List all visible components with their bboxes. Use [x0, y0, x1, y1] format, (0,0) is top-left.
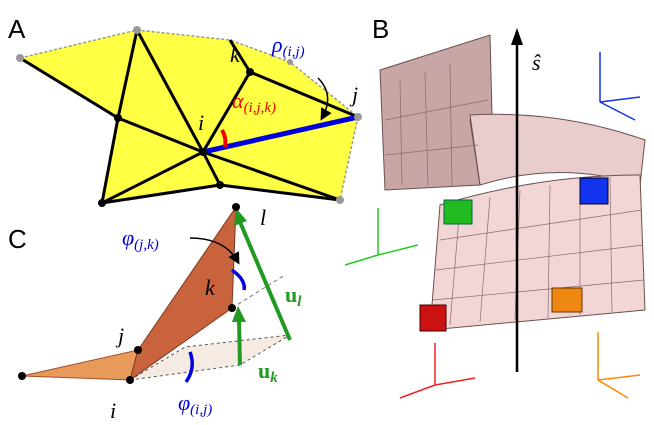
panel-label: B: [372, 14, 389, 44]
label-rho: ρ(i,j): [271, 32, 305, 60]
mesh-fill: [20, 30, 358, 203]
cell-red: [420, 305, 446, 331]
label-part: (i,j): [190, 402, 212, 418]
label-part: (i,j,k): [244, 100, 276, 116]
face-left: [22, 350, 138, 380]
label-s: ŝ: [532, 50, 541, 75]
mesh-band-bottom: [430, 175, 645, 330]
panel-c: C φ(j,k) φ(i,j) l k j i ul uk: [8, 203, 302, 423]
angle-phi-jk: [232, 270, 244, 290]
panel-a: A ρ(i,j) α(i,j,k) i j k: [8, 14, 362, 207]
label-k: k: [230, 42, 241, 67]
label-part: (j,k): [134, 237, 159, 253]
label-uk: uk: [258, 358, 278, 386]
axis-arrow: [511, 28, 523, 45]
label-ul: ul: [285, 282, 302, 310]
panel-label: A: [8, 14, 26, 44]
label-part: φ: [178, 390, 190, 415]
mesh-band-top: [470, 114, 645, 185]
label-part: l: [297, 294, 302, 310]
label-part: u: [258, 358, 270, 383]
label-i: i: [110, 398, 116, 423]
label-k: k: [205, 275, 216, 300]
cell-green: [444, 200, 472, 224]
cell-orange: [552, 288, 582, 312]
label-part: u: [285, 282, 297, 307]
mesh-wall: [380, 35, 492, 190]
label-part: ρ: [271, 32, 283, 57]
label-j: j: [349, 82, 358, 107]
label-i: i: [198, 110, 204, 135]
panel-b: B ŝ: [345, 14, 645, 398]
cell-blue: [580, 178, 608, 204]
label-phi-ij: φ(i,j): [178, 390, 212, 418]
label-part: α: [232, 88, 244, 113]
label-j: j: [115, 323, 124, 348]
panel-label: C: [8, 224, 27, 254]
label-part: (i,j): [283, 44, 305, 60]
label-phi-jk: φ(j,k): [122, 225, 159, 253]
label-part: φ: [122, 225, 134, 250]
label-l: l: [260, 205, 266, 230]
figure: A ρ(i,j) α(i,j,k) i j k B ŝ: [0, 0, 654, 425]
label-part: k: [270, 370, 278, 386]
